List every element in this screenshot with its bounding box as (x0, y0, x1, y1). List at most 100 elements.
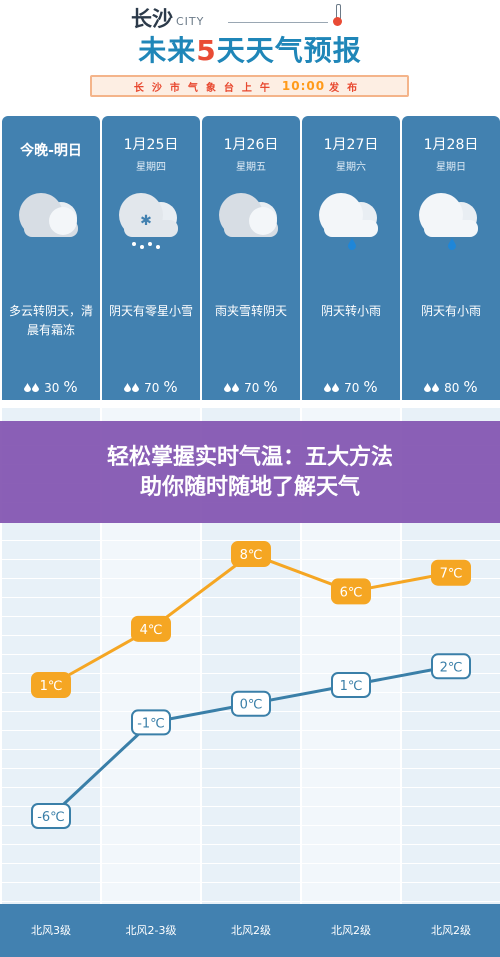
day-weekday: 星期五 (236, 162, 266, 173)
data-label: 8℃ (240, 548, 263, 563)
rain-value: 70 (344, 381, 360, 395)
divider (228, 22, 328, 23)
day-card: 今晚-明日 多云转阴天，清晨有霜冻 30% (2, 116, 100, 400)
headline-line-1: 轻松掌握实时气温：五大方法 (106, 445, 393, 470)
rain-chance: 70% (102, 378, 200, 396)
wind-label: 北风2级 (431, 924, 471, 937)
day-weekday: 星期四 (136, 162, 166, 173)
day-date: 1月28日 (423, 137, 479, 153)
data-label: 1℃ (340, 679, 363, 694)
day-description: 多云转阴天，清晨有霜冻 (8, 304, 93, 337)
data-label: 1℃ (40, 679, 63, 694)
data-point: 0℃ (231, 690, 271, 717)
day-date: 1月27日 (323, 137, 379, 153)
wind-label: 北风3级 (31, 924, 71, 937)
data-label: 2℃ (440, 660, 463, 675)
day-date: 1月25日 (123, 137, 179, 153)
title-prefix: 未来 (138, 34, 197, 67)
cloud-icon (219, 193, 278, 237)
data-label: 4℃ (140, 623, 163, 638)
rain-unit: % (63, 378, 78, 396)
point-marker (31, 672, 71, 698)
day-card: 1月27日 星期六 阴天转小雨 70% (302, 116, 400, 400)
rain-value: 70 (244, 381, 260, 395)
wind-label: 北风2级 (231, 924, 271, 937)
drop-icon (32, 383, 40, 392)
point-marker (131, 709, 171, 736)
header: 长沙 CITY 未来5天天气预报 长沙市气象台上午 10:00 发布 (0, 0, 500, 108)
day-card: 1月28日 星期日 阴天有小雨 80% (402, 116, 500, 400)
data-label: 6℃ (340, 585, 363, 600)
rain-chance: 80% (402, 378, 500, 396)
day-date: 1月26日 (223, 137, 279, 153)
data-label: 0℃ (240, 698, 263, 713)
drop-icon (432, 383, 440, 392)
headline-overlay (0, 421, 500, 523)
rain-unit: % (463, 378, 478, 396)
data-point: 7℃ (431, 559, 471, 586)
point-marker (231, 690, 271, 717)
rain-chance: 30% (2, 378, 100, 396)
city-name: 长沙 (131, 7, 173, 31)
banner-suffix: 发布 (329, 82, 366, 94)
series-line (50, 552, 452, 687)
day-description: 雨夹雪转阴天 (214, 304, 287, 318)
cloud-icon (19, 193, 78, 237)
drop-icon (324, 383, 332, 392)
rain-chance: 70% (302, 378, 400, 396)
drop-icon (332, 383, 340, 392)
thermometer-icon (333, 4, 342, 26)
wind-band (0, 904, 500, 957)
headline-text: 轻松掌握实时气温：五大方法 助你随时随地了解天气 (0, 443, 500, 503)
rain-unit: % (163, 378, 178, 396)
point-marker (131, 615, 171, 642)
data-point: 4℃ (131, 615, 171, 642)
data-label: -1℃ (137, 716, 165, 731)
rain-value: 30 (44, 381, 60, 395)
point-marker (331, 578, 371, 605)
day-description: 阴天有小雨 (420, 304, 481, 318)
svg-text:✱: ✱ (140, 213, 152, 229)
drop-icon (24, 383, 32, 392)
title-number: 5 (196, 34, 217, 67)
publish-banner: 长沙市气象台上午 10:00 发布 (90, 75, 409, 97)
rain-unit: % (263, 378, 278, 396)
temperature-chart: 1℃ 4℃ 8℃ 6℃ 7℃ -6℃ -1℃ 0℃ 1℃ 2℃ (31, 541, 471, 829)
day-card: 1月26日 星期五 雨夹雪转阴天 70% (202, 116, 300, 400)
city-heading: 长沙 CITY (131, 5, 204, 31)
day-date: 今晚-明日 (20, 143, 82, 159)
data-point: 6℃ (331, 578, 371, 605)
day-weekday: 星期日 (436, 162, 466, 173)
drop-icon (232, 383, 240, 392)
wind-label: 北风2-3级 (125, 924, 177, 937)
point-marker (431, 559, 471, 586)
drop-icon (224, 383, 232, 392)
data-point: 1℃ (331, 672, 371, 698)
point-marker (331, 672, 371, 698)
day-description: 阴天转小雨 (320, 304, 381, 318)
data-label: 7℃ (440, 567, 463, 582)
rain-cloud-icon (419, 193, 478, 250)
data-point: 1℃ (31, 672, 71, 698)
banner-source: 长沙市气象台上午 (133, 82, 278, 94)
day-weekday: 星期六 (336, 162, 366, 173)
snow-cloud-icon: ✱ (119, 193, 178, 249)
rain-cloud-icon (319, 193, 378, 250)
wind-label: 北风2级 (331, 924, 371, 937)
headline-line-2: 助你随时随地了解天气 (139, 475, 360, 500)
point-marker (431, 653, 471, 680)
day-card: 1月25日 星期四 ✱ 阴天有零星小雪 70% (102, 116, 200, 400)
series-line (49, 664, 452, 818)
data-point: -1℃ (131, 709, 171, 736)
city-label: CITY (176, 15, 205, 28)
data-point: -6℃ (31, 803, 71, 829)
drop-icon (424, 383, 432, 392)
data-point: 2℃ (431, 653, 471, 680)
rain-value: 80 (444, 381, 460, 395)
point-marker (31, 803, 71, 829)
rain-unit: % (363, 378, 378, 396)
banner-time: 10:00 (281, 79, 326, 93)
point-marker (231, 541, 271, 567)
title-suffix: 天天气预报 (216, 34, 362, 67)
page-title: 未来5天天气预报 (0, 29, 500, 69)
